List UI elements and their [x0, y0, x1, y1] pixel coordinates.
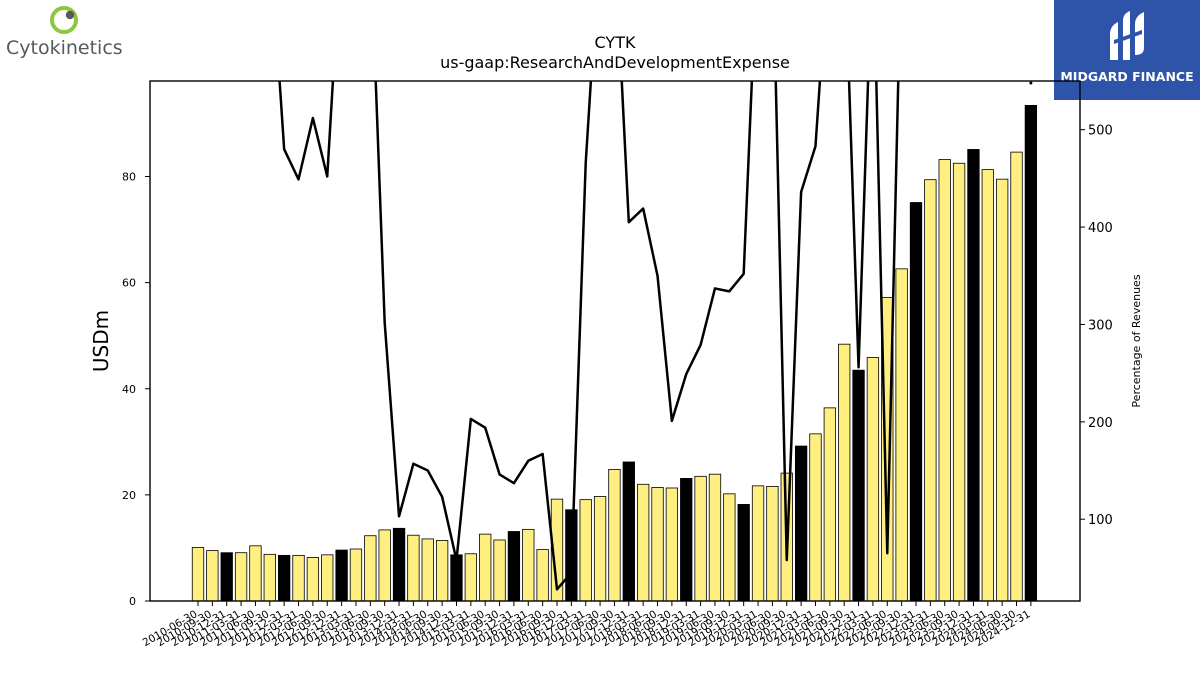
- bar-quarter: [593, 496, 607, 602]
- cytokinetics-logo-text: Cytokinetics: [6, 37, 123, 59]
- midgard-finance-logo: MIDGARD FINANCE: [1054, 0, 1200, 100]
- bar-quarter: [263, 553, 276, 602]
- y-axis-right-label: Percentage of Revenues: [1130, 274, 1143, 407]
- bar-quarter: [206, 550, 219, 602]
- bar-quarter: [421, 538, 434, 602]
- bar-quarter: [996, 178, 1009, 602]
- bar-annual: [1024, 105, 1038, 602]
- bar-quarter: [321, 554, 334, 602]
- y-right-tick-label: 500: [1088, 124, 1113, 139]
- percentage-line: [278, 81, 900, 591]
- y-tick-label: 20: [122, 489, 136, 502]
- bar-annual: [737, 504, 750, 602]
- bar-quarter: [637, 483, 650, 602]
- bar-quarter: [536, 549, 549, 602]
- bar-quarter: [651, 487, 664, 602]
- midgard-finance-logo-text: MIDGARD FINANCE: [1060, 69, 1194, 84]
- bar-quarter: [464, 553, 477, 602]
- bar-quarter: [493, 539, 506, 602]
- bar-annual: [392, 527, 406, 602]
- bar-annual: [278, 554, 291, 602]
- bar-annual: [680, 478, 693, 602]
- bar-annual: [622, 461, 635, 602]
- chart-title: CYTK: [595, 33, 636, 52]
- bar-quarter: [579, 499, 592, 602]
- bar-quarter: [809, 433, 822, 602]
- y-axis-left: 0 20 40 60 80: [122, 171, 150, 608]
- bar-quarter: [723, 493, 736, 602]
- bar-quarter: [823, 407, 836, 602]
- bar-quarter: [364, 535, 377, 602]
- y-right-tick-label: 300: [1088, 318, 1113, 333]
- bar-quarter: [895, 268, 908, 602]
- bar-quarter: [1010, 151, 1023, 602]
- bar-quarter: [924, 179, 937, 602]
- y-right-tick-label: 100: [1088, 513, 1113, 528]
- bar-quarter: [407, 534, 420, 602]
- bar-quarter: [435, 540, 449, 602]
- bar-annual: [794, 445, 808, 602]
- bar-annual: [909, 202, 923, 602]
- bar-quarter: [292, 554, 305, 602]
- bar-annual: [220, 552, 233, 602]
- line-point: [1029, 81, 1033, 85]
- bar-annual: [507, 531, 521, 602]
- bar-quarter: [708, 473, 722, 602]
- bar-annual: [967, 149, 980, 602]
- chart-subtitle: us-gaap:ResearchAndDevelopmentExpense: [440, 53, 790, 72]
- bar-quarter: [751, 485, 765, 602]
- bar-quarter: [349, 548, 363, 602]
- bar-annual: [335, 549, 348, 602]
- plot-frame: [149, 80, 1081, 602]
- y-tick-label: 0: [129, 595, 136, 608]
- bar-quarter: [665, 487, 679, 602]
- y-axis-label: USDm: [89, 310, 113, 372]
- bar-quarter: [938, 159, 951, 602]
- bar-quarter: [191, 547, 205, 602]
- bar-annual: [852, 369, 865, 602]
- bar-quarter: [306, 557, 320, 602]
- bar-annual: [450, 554, 463, 602]
- cytokinetics-logo-icon: [50, 6, 78, 34]
- y-tick-label: 80: [122, 171, 136, 184]
- bar-quarter: [522, 528, 535, 602]
- y-tick-label: 60: [122, 277, 136, 290]
- cytokinetics-logo: Cytokinetics: [4, 4, 128, 60]
- bar-quarter: [608, 469, 621, 602]
- x-axis: 2010-06-302010-09-302010-12-312011-03-31…: [141, 601, 1032, 649]
- midgard-finance-logo-icon: [1110, 11, 1144, 60]
- line-series: [278, 81, 1033, 591]
- bar-quarter: [234, 552, 248, 602]
- y-right-tick-label: 200: [1088, 416, 1113, 431]
- bar-quarter: [249, 545, 262, 602]
- bar-quarter: [838, 343, 851, 602]
- y-tick-label: 40: [122, 383, 136, 396]
- y-axis-right: 100 200 300 400 500: [1080, 124, 1113, 528]
- bar-quarter: [981, 169, 994, 602]
- bar-quarter: [766, 485, 779, 602]
- y-right-tick-label: 400: [1088, 221, 1113, 236]
- bar-quarter: [479, 533, 492, 602]
- bar-quarter: [866, 357, 880, 602]
- bar-quarter: [378, 529, 391, 602]
- bar-quarter: [694, 475, 707, 602]
- bar-series: [191, 105, 1038, 602]
- bar-quarter: [952, 162, 966, 602]
